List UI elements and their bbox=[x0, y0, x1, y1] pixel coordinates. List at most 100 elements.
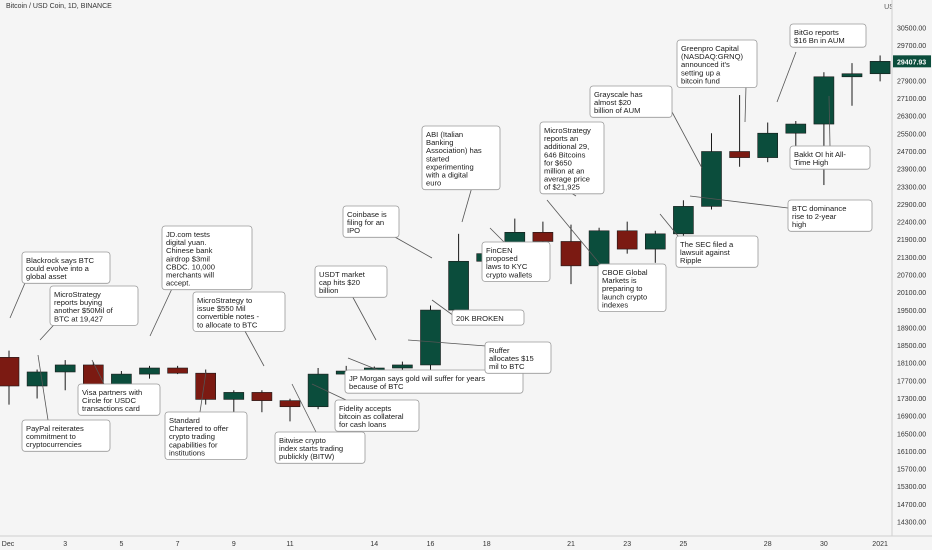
y-tick-label: 30500.00 bbox=[897, 26, 926, 33]
x-tick-label: 11 bbox=[286, 541, 293, 548]
x-tick-label: 30 bbox=[820, 541, 828, 548]
y-tick-label: 14700.00 bbox=[897, 502, 926, 509]
annotation-leader bbox=[407, 339, 487, 347]
candle-body bbox=[588, 230, 610, 267]
annotation-text: 20K BROKEN bbox=[456, 314, 504, 323]
annotation-leader bbox=[689, 195, 789, 209]
annotation-text: Blackrock says BTC bbox=[26, 256, 94, 265]
y-tick-label: 23900.00 bbox=[897, 167, 926, 174]
annotation-leader bbox=[828, 95, 831, 147]
annotation-text: average price bbox=[544, 175, 590, 184]
y-tick-label: 20100.00 bbox=[897, 290, 926, 297]
annotation-text: transactions card bbox=[82, 404, 140, 413]
annotation-text: digital yuan. bbox=[166, 238, 207, 247]
annotation-text: billion of AUM bbox=[594, 106, 640, 115]
x-tick-label: Dec bbox=[2, 541, 15, 548]
annotation-box bbox=[451, 309, 525, 326]
x-axis: Dec 3 5 7 9 11 14 16 18 21 23 25 28 30 2021 bbox=[0, 535, 932, 548]
annotation-text: Association) has bbox=[426, 146, 482, 155]
annotation-text: launch crypto bbox=[602, 292, 647, 301]
annotation-text: to allocate to BTC bbox=[197, 320, 258, 329]
annotation: BitGo reports$16 Bn in AUM bbox=[789, 23, 867, 48]
annotation-text: MicroStrategy to bbox=[197, 296, 252, 305]
annotation-text: reports buying bbox=[54, 298, 102, 307]
annotation-text: additional 29, bbox=[544, 142, 589, 151]
annotation-text: cap hits $20 bbox=[319, 278, 360, 287]
y-tick-label: 21900.00 bbox=[897, 237, 926, 244]
x-tick-label: 3 bbox=[63, 541, 67, 548]
annotation-box bbox=[21, 419, 111, 452]
candle-body bbox=[420, 309, 441, 366]
y-tick-label: 21300.00 bbox=[897, 255, 926, 262]
candle-body bbox=[392, 364, 413, 369]
annotation-text: The SEC filed a bbox=[680, 240, 734, 249]
annotation-text: index starts trading bbox=[279, 444, 343, 453]
candle-body bbox=[26, 371, 48, 387]
y-tick-label: 17300.00 bbox=[897, 396, 926, 403]
y-tick-label: 14300.00 bbox=[897, 520, 926, 527]
annotation-text: convertible notes - bbox=[197, 312, 260, 321]
y-tick-label: 18100.00 bbox=[897, 361, 926, 368]
annotation-text: for $650 bbox=[544, 158, 572, 167]
y-axis: 30500.0029700.0028700.0027900.0027100.00… bbox=[891, 0, 932, 550]
annotation-text: indexes bbox=[602, 300, 628, 309]
annotation-text: issue $550 Mil bbox=[197, 304, 246, 313]
annotation-text: with a digital bbox=[425, 171, 468, 180]
annotation-leader bbox=[349, 291, 377, 341]
annotation-text: MicroStrategy bbox=[54, 290, 101, 299]
candle-body bbox=[223, 392, 245, 400]
annotation-box bbox=[49, 285, 139, 326]
candle-body bbox=[279, 400, 301, 408]
annotation-text: IPO bbox=[347, 226, 360, 235]
annotation-box bbox=[484, 341, 552, 374]
annotation-leader bbox=[546, 199, 601, 265]
annotation-text: bitcoin fund bbox=[681, 76, 720, 85]
annotation-text: mil to BTC bbox=[489, 362, 525, 371]
annotation-text: MicroStrategy bbox=[544, 126, 591, 135]
annotation-text: billion bbox=[319, 286, 338, 295]
y-tick-label: 18900.00 bbox=[897, 325, 926, 332]
candle-body bbox=[701, 151, 722, 207]
annotation-text: of $21,925 bbox=[544, 183, 580, 192]
annotation: JP Morgan says gold will suffer for year… bbox=[344, 369, 524, 394]
y-tick-label: 29700.00 bbox=[897, 43, 926, 50]
annotation-text: BTC at 19,427 bbox=[54, 314, 103, 323]
x-tick-label: 16 bbox=[427, 541, 435, 548]
annotation-text: JD.com tests bbox=[166, 230, 210, 239]
x-tick-label: 9 bbox=[232, 541, 236, 548]
annotation-box bbox=[161, 225, 253, 291]
y-tick-label: 25500.00 bbox=[897, 131, 926, 138]
x-tick-label: 5 bbox=[119, 541, 123, 548]
annotation-box bbox=[344, 369, 524, 394]
annotation-text: Coinbase is bbox=[347, 210, 387, 219]
annotation-text: bitcoin as collateral bbox=[339, 412, 404, 421]
annotation-text: PayPal reiterates bbox=[26, 424, 84, 433]
annotation-text: commitment to bbox=[26, 432, 76, 441]
annotation-text: million at an bbox=[544, 167, 585, 176]
candle-body bbox=[195, 372, 216, 400]
annotation-box bbox=[675, 235, 759, 268]
annotation-text: Markets is bbox=[602, 276, 637, 285]
annotation-text: merchants will bbox=[166, 271, 214, 280]
annotation-text: setting up a bbox=[681, 68, 721, 77]
x-tick-label: 28 bbox=[764, 541, 772, 548]
annotation-text: announced it's bbox=[681, 60, 730, 69]
candle-body bbox=[54, 364, 76, 373]
annotation: Bakkt OI hit All-Time High bbox=[789, 145, 871, 170]
annotation-text: capabilities for bbox=[169, 440, 218, 449]
annotation-text: institutions bbox=[169, 448, 205, 457]
y-tick-label: 24700.00 bbox=[897, 149, 926, 156]
annotation-text: could evolve into a bbox=[26, 264, 90, 273]
x-tick-label: 18 bbox=[483, 541, 491, 548]
annotation-text: cryptocurrencies bbox=[26, 440, 82, 449]
annotation-text: publickly (BITW) bbox=[279, 452, 335, 461]
annotation-box bbox=[314, 265, 388, 298]
y-tick-label: 22900.00 bbox=[897, 202, 926, 209]
